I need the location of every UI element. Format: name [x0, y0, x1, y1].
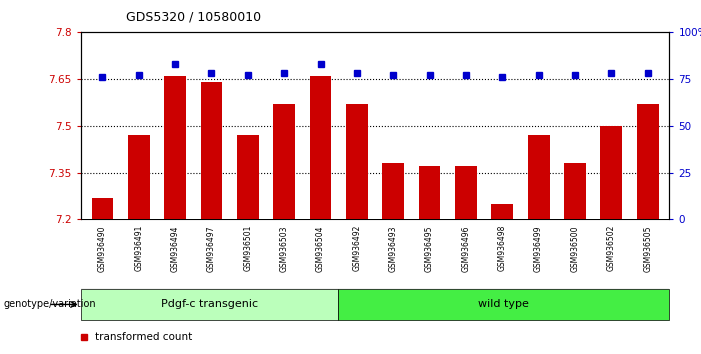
Bar	[338, 289, 669, 320]
Bar	[310, 76, 332, 219]
Bar	[128, 135, 150, 219]
Bar	[491, 204, 513, 219]
Text: GSM936499: GSM936499	[534, 225, 543, 272]
Text: GSM936505: GSM936505	[643, 225, 652, 272]
Bar	[418, 166, 440, 219]
Text: GSM936502: GSM936502	[607, 225, 615, 272]
Bar	[637, 104, 658, 219]
Text: GSM936504: GSM936504	[316, 225, 325, 272]
Bar	[273, 104, 295, 219]
Bar	[600, 126, 622, 219]
Text: GSM936493: GSM936493	[389, 225, 397, 272]
Text: GSM936495: GSM936495	[425, 225, 434, 272]
Text: GSM936500: GSM936500	[571, 225, 580, 272]
Bar	[164, 76, 186, 219]
Text: GSM936498: GSM936498	[498, 225, 507, 272]
Text: GSM936496: GSM936496	[461, 225, 470, 272]
Bar	[200, 82, 222, 219]
Bar	[81, 289, 338, 320]
Bar	[346, 104, 368, 219]
Text: GSM936491: GSM936491	[135, 225, 143, 272]
Text: transformed count: transformed count	[95, 332, 192, 342]
Bar	[564, 163, 586, 219]
Text: GDS5320 / 10580010: GDS5320 / 10580010	[126, 10, 261, 23]
Text: Pdgf-c transgenic: Pdgf-c transgenic	[161, 299, 258, 309]
Bar	[455, 166, 477, 219]
Text: wild type: wild type	[478, 299, 529, 309]
Bar	[237, 135, 259, 219]
Text: genotype/variation: genotype/variation	[4, 299, 96, 309]
Text: GSM936494: GSM936494	[170, 225, 179, 272]
Bar	[382, 163, 404, 219]
Bar	[528, 135, 550, 219]
Text: GSM936497: GSM936497	[207, 225, 216, 272]
Text: GSM936490: GSM936490	[98, 225, 107, 272]
Text: GSM936501: GSM936501	[243, 225, 252, 272]
Text: GSM936503: GSM936503	[280, 225, 289, 272]
Text: GSM936492: GSM936492	[353, 225, 361, 272]
Bar	[92, 198, 114, 219]
